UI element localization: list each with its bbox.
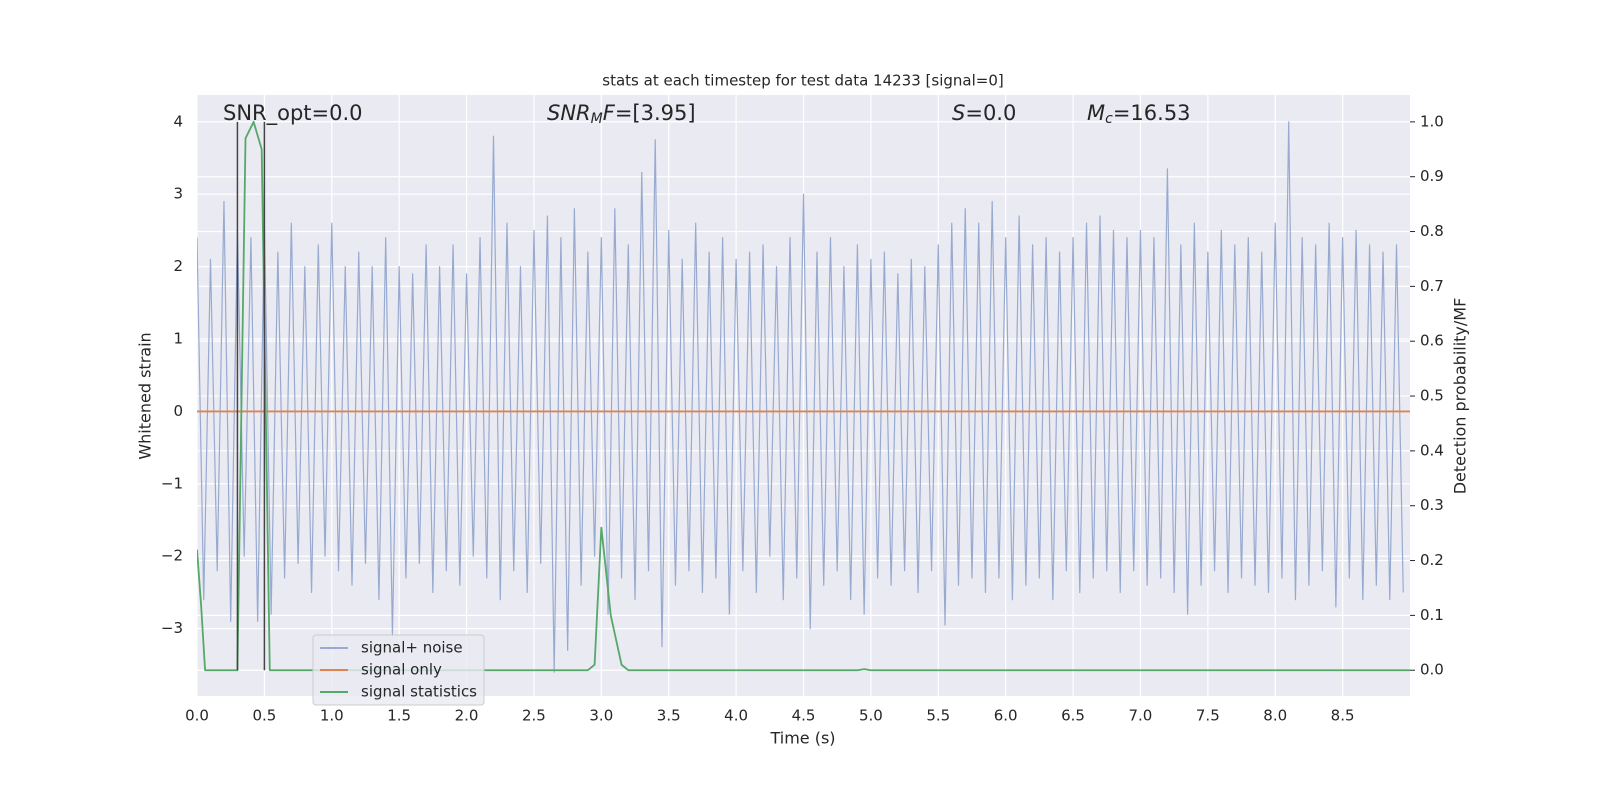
y2-tick-label: 0.7 xyxy=(1420,277,1444,295)
x-axis-label: Time (s) xyxy=(769,729,835,748)
plot-content xyxy=(197,120,1410,673)
y2-tick-label: 0.8 xyxy=(1420,222,1444,240)
x-tick-label: 6.5 xyxy=(1061,707,1085,725)
annotation-part: =16.53 xyxy=(1113,101,1191,125)
annotation-part: F xyxy=(603,101,616,125)
x-tick-label: 5.0 xyxy=(859,707,883,725)
y2-tick-label: 0.6 xyxy=(1420,332,1444,350)
y2-tick-label: 0.4 xyxy=(1420,441,1444,459)
y2-tick-label: 0.5 xyxy=(1420,387,1444,405)
annotation: SNR_opt=0.0 xyxy=(223,101,363,126)
y-tick-label: −2 xyxy=(161,547,183,565)
chart-title: stats at each timestep for test data 142… xyxy=(602,72,1003,90)
annotation-part: =0.0 xyxy=(965,101,1016,125)
annotation-part: =[3.95] xyxy=(615,101,696,125)
y2-tick-label: 0.3 xyxy=(1420,496,1444,514)
x-tick-label: 2.0 xyxy=(455,707,479,725)
legend-label: signal statistics xyxy=(361,683,477,701)
x-tick-label: 4.5 xyxy=(792,707,816,725)
y2-tick-label: 0.2 xyxy=(1420,551,1444,569)
y-tick-label: 1 xyxy=(173,330,183,348)
x-tick-label: 1.0 xyxy=(320,707,344,725)
y2-tick-label: 0.9 xyxy=(1420,167,1444,185)
annotation-part: SNR xyxy=(547,101,591,125)
x-tick-label: 8.0 xyxy=(1263,707,1287,725)
annotation-part: SNR_opt=0.0 xyxy=(223,101,363,126)
annotation-part: M xyxy=(591,111,603,127)
annotation: SNRMF=[3.95] xyxy=(547,101,696,127)
y2-tick-label: 0.0 xyxy=(1420,661,1444,679)
x-tick-label: 2.5 xyxy=(522,707,546,725)
y-tick-label: −3 xyxy=(161,619,183,637)
annotation: Mc=16.53 xyxy=(1087,101,1191,127)
legend-label: signal only xyxy=(361,661,442,679)
legend-label: signal+ noise xyxy=(361,639,463,657)
annotation-part: S xyxy=(952,101,965,125)
annotation-part: M xyxy=(1087,101,1105,125)
y-tick-label: −1 xyxy=(161,474,183,492)
x-tick-label: 1.5 xyxy=(387,707,411,725)
y2-tick-label: 1.0 xyxy=(1420,112,1444,130)
x-tick-label: 4.0 xyxy=(724,707,748,725)
y-axis-label: Whitened strain xyxy=(136,332,155,459)
y-tick-label: 2 xyxy=(173,257,183,275)
x-tick-label: 0.5 xyxy=(252,707,276,725)
annotation: S=0.0 xyxy=(952,101,1016,125)
x-tick-label: 0.0 xyxy=(185,707,209,725)
x-tick-label: 3.5 xyxy=(657,707,681,725)
x-tick-label: 5.5 xyxy=(926,707,950,725)
x-tick-label: 7.5 xyxy=(1196,707,1220,725)
y-tick-label: 4 xyxy=(173,112,183,130)
y-tick-label: 0 xyxy=(173,402,183,420)
y-tick-label: 3 xyxy=(173,185,183,203)
y2-tick-label: 0.1 xyxy=(1420,606,1444,624)
x-tick-label: 3.0 xyxy=(589,707,613,725)
x-tick-label: 7.0 xyxy=(1129,707,1153,725)
x-tick-label: 6.0 xyxy=(994,707,1018,725)
x-tick-label: 8.5 xyxy=(1331,707,1355,725)
series-line xyxy=(197,120,1410,672)
series-line xyxy=(197,121,1404,673)
y2-axis-label: Detection probability/MF xyxy=(1451,298,1470,495)
annotation-part: c xyxy=(1105,111,1113,127)
legend-box xyxy=(312,634,485,706)
